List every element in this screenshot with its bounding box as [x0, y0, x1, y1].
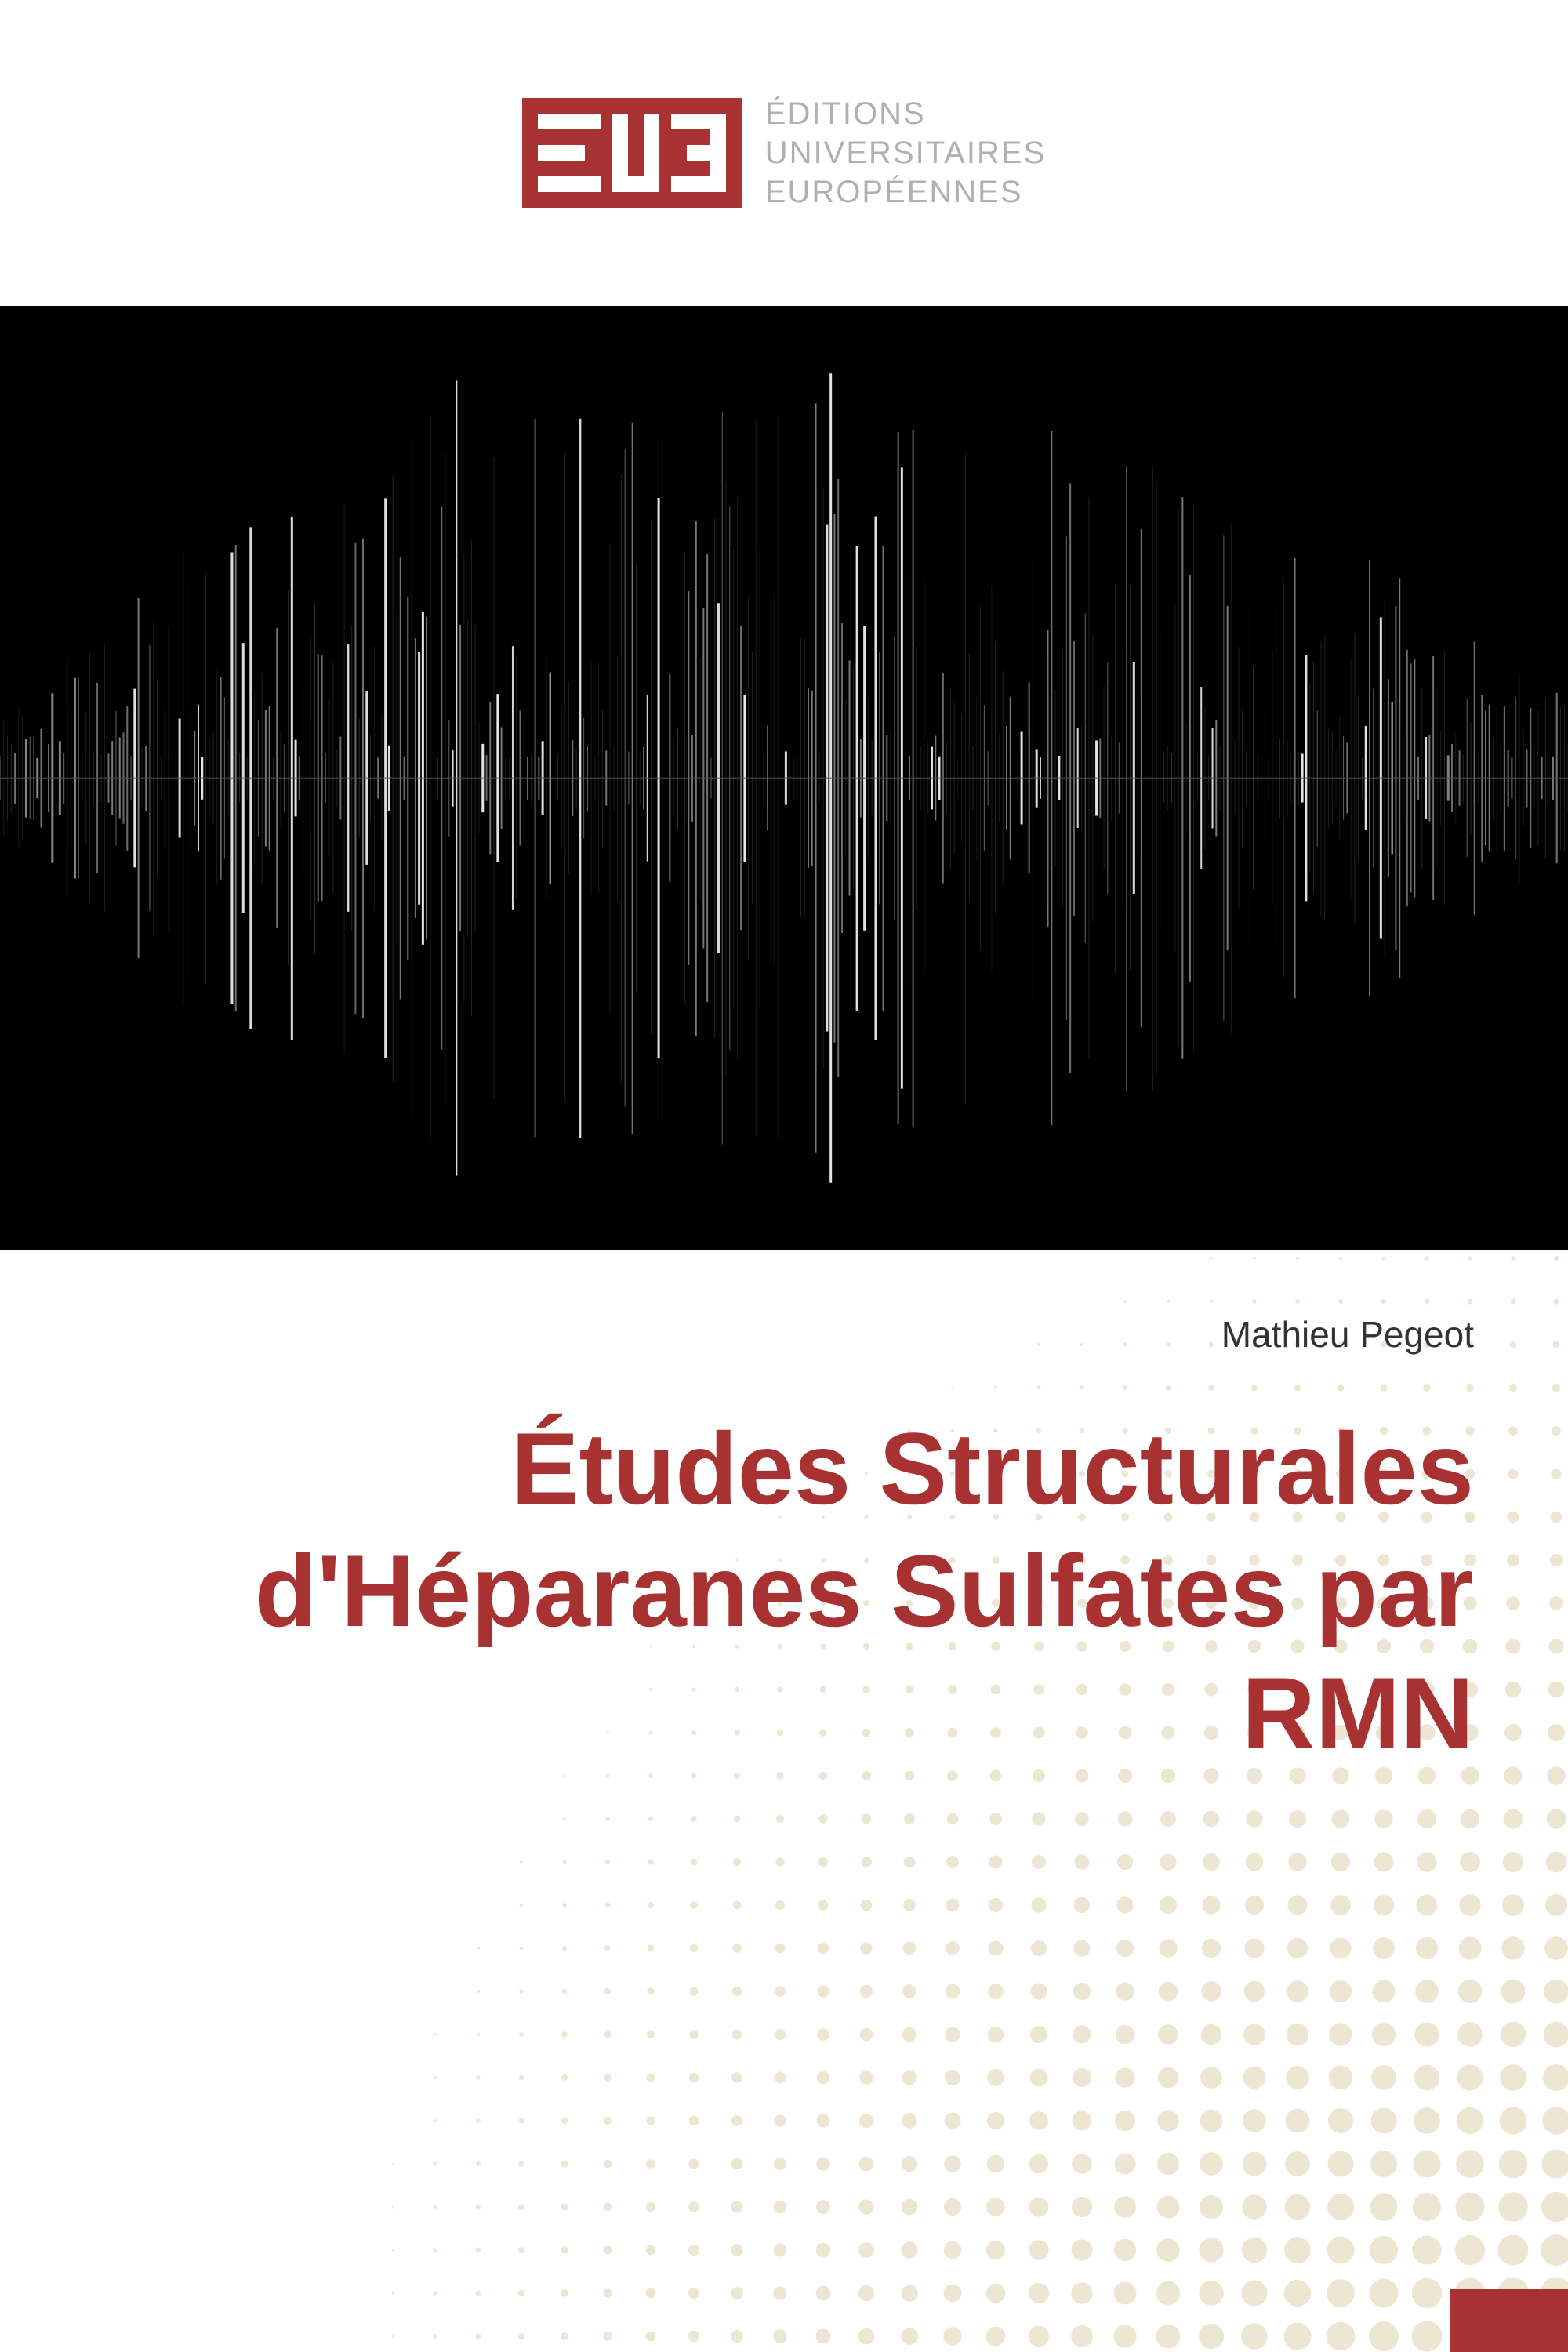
publisher-line3: EUROPÉENNES [765, 172, 1046, 212]
waveform-svg [0, 306, 1568, 1250]
publisher-line1: ÉDITIONS [765, 94, 1046, 133]
publisher-line2: UNIVERSITAIRES [765, 133, 1046, 172]
publisher-logo-block: ÉDITIONS UNIVERSITAIRES EUROPÉENNES [522, 94, 1046, 212]
publisher-logo-icon [522, 98, 742, 208]
author-name: Mathieu Pegeot [1221, 1313, 1474, 1356]
publisher-header: ÉDITIONS UNIVERSITAIRES EUROPÉENNES [0, 0, 1568, 306]
publisher-name: ÉDITIONS UNIVERSITAIRES EUROPÉENNES [765, 94, 1046, 212]
hero-waveform-image [0, 306, 1568, 1250]
content-area: Mathieu Pegeot Études Structurales d'Hép… [0, 1250, 1568, 2352]
corner-accent-block [1450, 2289, 1568, 2352]
book-title: Études Structurales d'Héparanes Sulfates… [94, 1407, 1474, 1774]
